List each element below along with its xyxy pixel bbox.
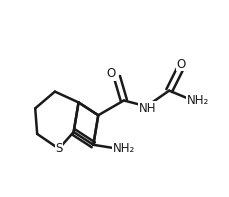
Text: NH: NH [138, 102, 155, 115]
Text: O: O [106, 67, 115, 80]
Text: S: S [55, 142, 62, 155]
Text: NH₂: NH₂ [112, 142, 134, 155]
Text: NH₂: NH₂ [186, 94, 208, 107]
Text: O: O [176, 58, 185, 71]
